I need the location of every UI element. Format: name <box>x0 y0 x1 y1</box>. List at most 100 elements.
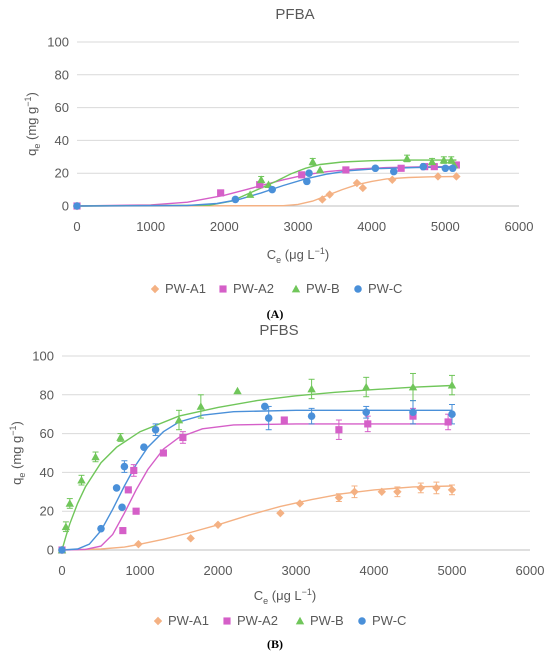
legend-label: PW-A1 <box>165 281 206 296</box>
data-point-pw-a2 <box>397 164 405 172</box>
legend-marker <box>219 285 227 293</box>
data-point-pw-a1 <box>393 487 402 496</box>
data-point-pw-b <box>408 382 418 391</box>
data-point-pw-a1 <box>213 520 223 529</box>
y-tick-label: 100 <box>47 35 69 50</box>
data-point-pw-c <box>112 484 121 492</box>
fit-curve-pw-a1 <box>61 485 453 551</box>
data-point-pw-c <box>231 195 240 204</box>
data-point-pw-b <box>245 190 255 198</box>
legend-label: PW-C <box>372 613 406 628</box>
data-point-pw-c <box>307 412 316 420</box>
legend-marker <box>358 617 366 625</box>
data-point-pw-a1 <box>433 172 443 181</box>
y-tick-label: 40 <box>40 465 54 480</box>
data-point-pw-a1 <box>358 183 368 193</box>
data-point-pw-c <box>268 185 276 194</box>
panel-label: (B) <box>267 637 283 651</box>
data-point-pw-a2 <box>364 420 372 428</box>
data-point-pw-a2 <box>217 189 225 197</box>
fit-curve-pw-a2 <box>61 423 452 551</box>
legend-marker <box>291 284 301 293</box>
chart-title: PFBA <box>275 6 314 23</box>
data-point-pw-c <box>441 164 450 173</box>
data-point-pw-a2 <box>179 433 187 442</box>
data-point-pw-c <box>58 546 66 554</box>
data-point-pw-a1 <box>134 539 143 549</box>
y-tick-label: 80 <box>40 387 54 402</box>
data-point-pw-c <box>97 524 105 533</box>
data-point-pw-c <box>140 443 148 451</box>
y-tick-label: 20 <box>40 504 54 519</box>
legend-marker <box>153 616 163 626</box>
y-tick-label: 80 <box>55 67 69 82</box>
data-point-pw-a1 <box>318 195 327 204</box>
data-point-pw-a1 <box>334 493 344 502</box>
data-point-pw-a1 <box>350 487 359 496</box>
data-point-pw-c <box>409 408 417 417</box>
y-tick-label: 40 <box>55 133 69 148</box>
data-point-pw-c <box>362 408 370 417</box>
legend: PW-A1 PW-A2 PW-B PW-C <box>153 613 406 628</box>
data-point-pw-b <box>439 155 449 164</box>
x-tick-label: 6000 <box>505 219 534 234</box>
legend-item-pw-a1: PW-A1 <box>153 613 209 628</box>
x-tick-label: 5000 <box>431 219 460 234</box>
fit-curve-pw-c <box>76 166 457 207</box>
data-point-pw-a1 <box>388 175 397 184</box>
data-point-pw-b <box>91 452 100 461</box>
legend-marker <box>354 285 362 293</box>
data-point-pw-a1 <box>186 534 195 543</box>
data-point-pw-a2 <box>124 486 132 494</box>
data-point-pw-a2 <box>130 466 138 475</box>
data-point-pw-c <box>118 503 126 512</box>
data-point-pw-c <box>389 167 398 176</box>
data-point-pw-b <box>233 386 242 395</box>
chart-title: PFBS <box>259 322 298 339</box>
data-point-pw-c <box>371 164 380 173</box>
data-point-pw-a1 <box>295 499 305 508</box>
legend-item-pw-a2: PW-A2 <box>219 281 274 296</box>
data-point-pw-c <box>261 402 269 411</box>
data-point-pw-a2 <box>119 527 127 535</box>
y-tick-label: 100 <box>32 349 54 364</box>
data-point-pw-c <box>448 410 456 418</box>
data-point-pw-b <box>61 522 71 531</box>
y-tick-label: 60 <box>40 426 54 441</box>
x-tick-label: 3000 <box>284 219 313 234</box>
data-point-pw-b <box>65 499 74 507</box>
data-point-pw-a2 <box>159 449 167 457</box>
legend-label: PW-B <box>306 281 340 296</box>
data-point-pw-c <box>419 162 428 171</box>
x-tick-label: 0 <box>73 219 80 234</box>
data-point-pw-a2 <box>132 507 140 515</box>
panel-label: (A) <box>267 307 284 321</box>
legend-item-pw-c: PW-C <box>358 613 406 628</box>
data-point-pw-b <box>77 475 86 484</box>
data-point-pw-b <box>196 402 206 410</box>
x-axis-title: Ce (μg L−1) <box>267 246 330 265</box>
data-point-pw-a1 <box>377 487 386 496</box>
legend-label: PW-A2 <box>237 613 278 628</box>
x-tick-label: 2000 <box>204 563 233 578</box>
x-tick-label: 5000 <box>438 563 467 578</box>
data-point-pw-b <box>174 415 184 424</box>
data-point-pw-a2 <box>280 416 288 424</box>
legend-label: PW-C <box>368 281 402 296</box>
x-tick-label: 4000 <box>360 563 389 578</box>
data-point-pw-a2 <box>430 163 438 171</box>
x-tick-label: 6000 <box>516 563 545 578</box>
data-point-pw-a2 <box>335 426 343 434</box>
data-point-pw-b <box>264 180 273 189</box>
data-point-pw-a2 <box>256 181 264 189</box>
data-point-pw-b <box>116 433 125 441</box>
y-tick-label: 0 <box>62 199 69 214</box>
y-tick-label: 0 <box>47 543 54 558</box>
legend-item-pw-a2: PW-A2 <box>223 613 278 628</box>
y-axis-title: qe (mg g−1) <box>23 92 42 156</box>
data-point-pw-a2 <box>342 166 350 174</box>
data-point-pw-c <box>448 164 457 173</box>
y-tick-label: 20 <box>55 166 69 181</box>
